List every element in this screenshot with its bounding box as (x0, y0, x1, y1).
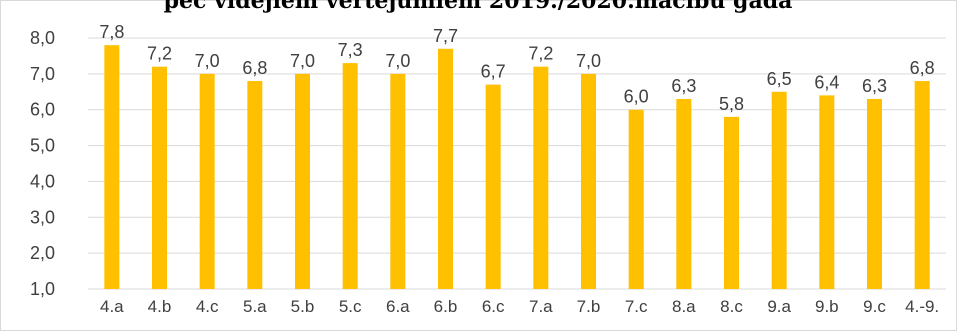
y-tick-label: 1,0 (30, 279, 55, 299)
x-tick-label: 4.c (196, 297, 219, 316)
data-label: 7,2 (147, 44, 172, 64)
data-label: 7,7 (433, 26, 458, 46)
y-tick-label: 7,0 (30, 64, 55, 84)
bar (390, 73, 406, 289)
x-tick-label: 6.c (482, 297, 505, 316)
data-label: 7,2 (528, 44, 553, 64)
x-axis-ticks: 4.a 4.b 4.c 5.a 5.b 5.c 6.a 6.b 6.c 7.a 7.b 7.c 8.a 8… (100, 297, 939, 316)
x-tick-label: 8.c (720, 297, 743, 316)
bar (533, 66, 549, 289)
bar (438, 48, 453, 289)
y-tick-label: 6,0 (30, 100, 55, 120)
x-tick-label: 5.a (243, 297, 267, 316)
x-tick-label: 5.b (291, 297, 315, 316)
bar (247, 81, 263, 290)
bar (104, 45, 120, 289)
gridlines (88, 37, 946, 290)
bar (724, 116, 739, 289)
bar (581, 73, 596, 289)
x-tick-label: 4.a (100, 297, 124, 316)
x-tick-label: 9.b (815, 297, 839, 316)
data-label: 6,8 (910, 58, 935, 78)
bar (914, 81, 930, 290)
x-tick-label: 5.c (339, 297, 362, 316)
data-label: 6,0 (624, 87, 649, 107)
x-tick-label: 7.b (577, 297, 601, 316)
x-tick-label: 8.a (672, 297, 696, 316)
y-tick-label: 2,0 (30, 243, 55, 263)
x-tick-label: 4.-9. (905, 297, 939, 316)
x-tick-label: 7.a (529, 297, 553, 316)
y-tick-label: 8,0 (30, 28, 55, 48)
x-tick-label: 6.a (386, 297, 410, 316)
x-tick-label: 9.a (767, 297, 791, 316)
data-label: 7,0 (385, 51, 410, 71)
data-label: 7,0 (195, 51, 220, 71)
bar (819, 95, 835, 289)
bar (771, 91, 787, 290)
data-label: 6,5 (767, 69, 792, 89)
data-labels: 7,8 7,2 7,0 6,8 7,0 7,3 7,0 7,7 6,7 7,2 7,0 6,0 6,3 5… (99, 22, 934, 114)
chart-title: pēc vidējiem vērtējumiem 2019./2020.mācī… (164, 0, 793, 14)
bar (152, 66, 167, 289)
x-tick-label: 7.c (625, 297, 648, 316)
data-label: 7,0 (576, 51, 601, 71)
bar (867, 98, 882, 289)
data-label: 6,8 (242, 58, 267, 78)
data-label: 7,3 (338, 40, 363, 60)
y-tick-label: 3,0 (30, 207, 55, 227)
x-tick-label: 9.c (863, 297, 886, 316)
bar (295, 73, 310, 289)
bar (676, 98, 692, 289)
data-label: 6,7 (481, 62, 506, 82)
bar (628, 109, 644, 289)
y-axis-ticks: 1,0 2,0 3,0 4,0 5,0 6,0 7,0 8,0 (30, 28, 55, 299)
x-tick-label: 6.b (434, 297, 458, 316)
bars (104, 45, 930, 290)
data-label: 7,0 (290, 51, 315, 71)
y-tick-label: 5,0 (30, 136, 55, 156)
y-tick-label: 4,0 (30, 171, 55, 191)
data-label: 6,3 (671, 76, 696, 96)
bar (342, 63, 358, 289)
data-label: 5,8 (719, 94, 744, 114)
data-label: 6,3 (862, 76, 887, 96)
bar (199, 73, 215, 289)
x-tick-label: 4.b (148, 297, 172, 316)
data-label: 6,4 (814, 72, 839, 92)
bar (485, 84, 501, 289)
data-label: 7,8 (99, 22, 124, 42)
